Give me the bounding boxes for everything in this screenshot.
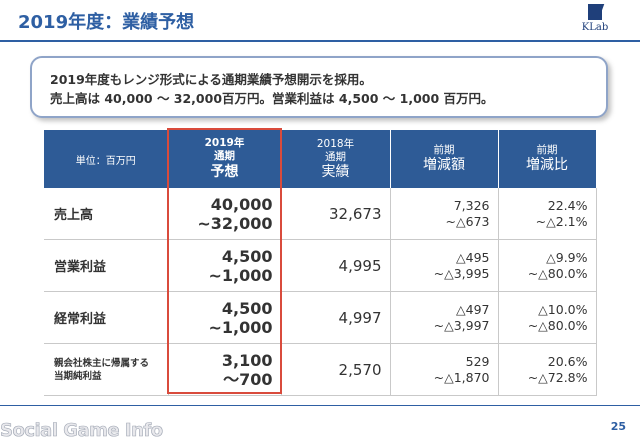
col-header-line: 2018年 (316, 137, 355, 150)
page-title: 2019年度：業績予想 (18, 12, 195, 33)
unit-label: 単位：百万円 (44, 130, 169, 188)
klab-logo-icon (588, 4, 602, 20)
change-ratio-cell: △9.9% ~△80.0% (498, 239, 597, 292)
title-divider (0, 40, 640, 42)
chg-amt-bottom: ~△673 (445, 213, 490, 229)
col-header-line: 前期 (433, 144, 455, 156)
col-header-forecast: 2019年 通期 予想 (168, 130, 282, 188)
chg-amt-bottom: ~△3,997 (433, 317, 490, 333)
forecast-bottom: ~32,000 (197, 213, 273, 233)
change-ratio-cell: 22.4% ~△2.1% (498, 188, 597, 240)
footer-divider (0, 405, 640, 406)
chg-pct-top: 20.6% (547, 353, 588, 369)
forecast-table: 単位：百万円 2019年 通期 予想 2018年 通期 実績 前期 増減額 前期… (44, 130, 597, 396)
col-header-change-ratio: 前期 増減比 (498, 130, 597, 188)
change-ratio-cell: 20.6% ~△72.8% (498, 343, 597, 396)
chg-amt-bottom: ~△3,995 (433, 265, 490, 281)
table-row: 経常利益 4,500 ~1,000 4,997 △497 ~△3,997 △10.0… (44, 291, 597, 344)
table-row: 売上高 40,000 ~32,000 32,673 7,326 ~△673 22.4… (44, 188, 597, 240)
forecast-top: 4,500 (221, 298, 273, 318)
chg-pct-top: △10.0% (538, 301, 588, 317)
actual-cell: 4,995 (281, 239, 391, 292)
chg-pct-bottom: ~△72.8% (527, 369, 588, 385)
row-label: 親会社株主に帰属する 当期純利益 (44, 343, 169, 396)
col-header-line: 増減比 (526, 157, 568, 173)
chg-pct-top: △9.9% (546, 249, 588, 265)
chg-pct-bottom: ~△80.0% (527, 265, 588, 281)
page-number: 25 (610, 420, 626, 433)
forecast-top: 3,100 (221, 350, 273, 370)
change-amount-cell: △497 ~△3,997 (390, 291, 499, 344)
forecast-cell: 40,000 ~32,000 (168, 188, 282, 240)
table-header-row: 単位：百万円 2019年 通期 予想 2018年 通期 実績 前期 増減額 前期… (44, 130, 597, 188)
logo-text: KLab (581, 22, 609, 33)
chg-pct-bottom: ~△2.1% (535, 213, 588, 229)
chg-amt-top: △495 (456, 249, 490, 265)
col-header-line: 通期 (214, 150, 235, 162)
row-label: 売上高 (44, 188, 169, 240)
actual-cell: 4,997 (281, 291, 391, 344)
table-row: 営業利益 4,500 ~1,000 4,995 △495 ~△3,995 △9.9%… (44, 239, 597, 292)
chg-pct-top: 22.4% (547, 197, 588, 213)
callout-line-2: 売上高は 40,000 ～ 32,000百万円。営業利益は 4,500 ～ 1,… (50, 91, 494, 106)
actual-cell: 32,673 (281, 188, 391, 240)
row-label: 営業利益 (44, 239, 169, 292)
chg-amt-top: △497 (456, 301, 490, 317)
forecast-bottom: ～700 (223, 369, 273, 389)
forecast-cell: 4,500 ~1,000 (168, 291, 282, 344)
col-header-line: 前期 (536, 144, 558, 156)
change-amount-cell: △495 ~△3,995 (390, 239, 499, 292)
col-header-line: 2019年 (204, 137, 245, 149)
forecast-bottom: ~1,000 (208, 265, 273, 285)
row-label-line: 当期純利益 (54, 370, 102, 382)
col-header-line: 予想 (210, 164, 239, 180)
chg-amt-top: 7,326 (453, 197, 490, 213)
chg-pct-bottom: ~△80.0% (527, 317, 588, 333)
callout-line-1: 2019年度もレンジ形式による通期業績予想開示を採用。 (50, 72, 372, 87)
col-header-actual: 2018年 通期 実績 (281, 130, 391, 188)
table-row: 親会社株主に帰属する 当期純利益 3,100 ～700 2,570 529 ~△1,8… (44, 343, 597, 396)
col-header-line: 増減額 (423, 157, 465, 173)
col-header-change-amount: 前期 増減額 (390, 130, 499, 188)
summary-callout: 2019年度もレンジ形式による通期業績予想開示を採用。 売上高は 40,000 … (30, 56, 608, 118)
row-label: 経常利益 (44, 291, 169, 344)
chg-amt-bottom: ~△1,870 (433, 369, 490, 385)
change-amount-cell: 7,326 ~△673 (390, 188, 499, 240)
col-header-line: 通期 (325, 150, 346, 163)
forecast-top: 4,500 (221, 246, 273, 266)
actual-cell: 2,570 (281, 343, 391, 396)
forecast-bottom: ~1,000 (208, 317, 273, 337)
chg-amt-top: 529 (465, 353, 490, 369)
klab-logo: KLab (573, 4, 617, 38)
row-label-line: 親会社株主に帰属する (54, 357, 150, 369)
watermark: Social Game Info (0, 420, 163, 442)
forecast-cell: 3,100 ～700 (168, 343, 282, 396)
col-header-line: 実績 (321, 163, 350, 180)
change-amount-cell: 529 ~△1,870 (390, 343, 499, 396)
forecast-cell: 4,500 ~1,000 (168, 239, 282, 292)
forecast-top: 40,000 (210, 194, 273, 214)
change-ratio-cell: △10.0% ~△80.0% (498, 291, 597, 344)
